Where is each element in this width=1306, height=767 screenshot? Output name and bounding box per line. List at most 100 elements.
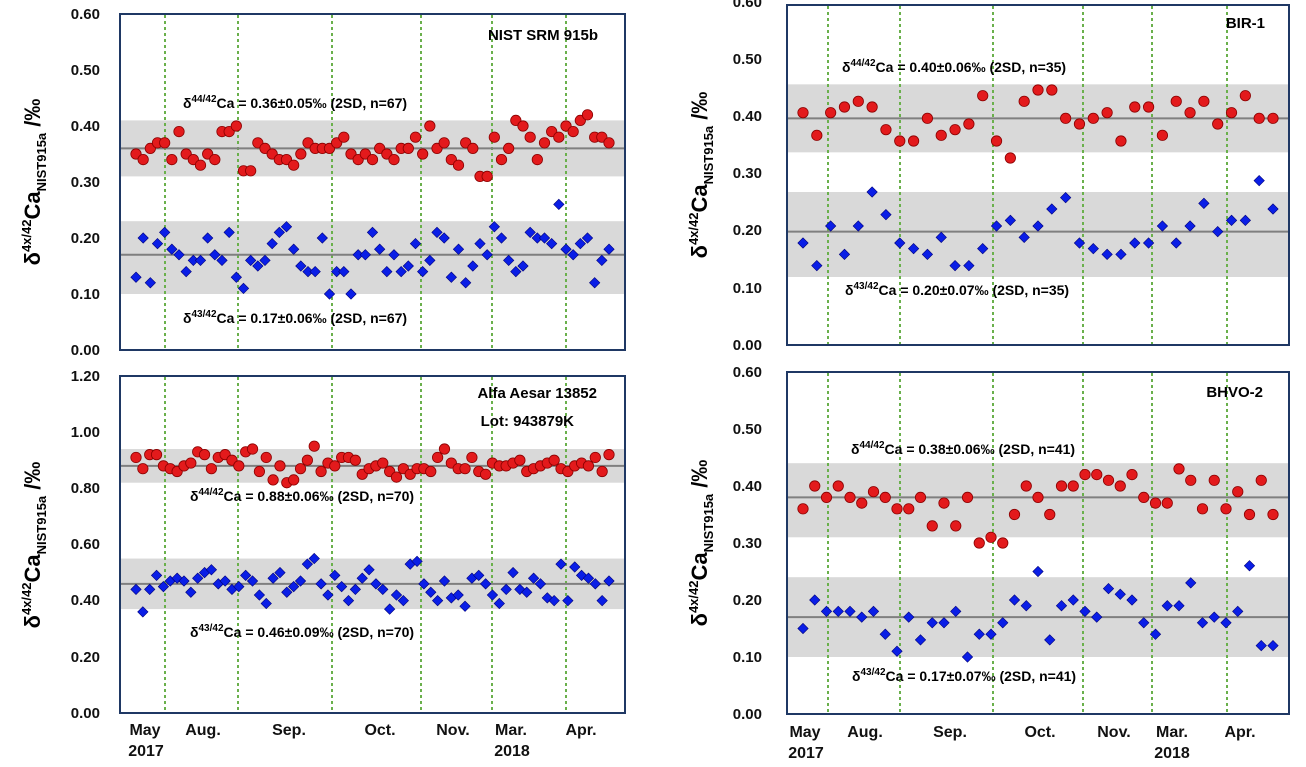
data-point-delta44 (809, 480, 821, 492)
y-tick-labels: 1.20 1.00 0.80 0.60 0.40 0.20 0.00 (71, 368, 100, 722)
data-point-delta44 (1184, 107, 1196, 119)
data-point-delta43 (856, 611, 868, 623)
data-point-delta43 (894, 237, 906, 249)
ylab-sup: 4x/42 (686, 581, 701, 614)
data-point-delta43 (1067, 594, 1079, 606)
ylab-ca: Ca (20, 191, 45, 220)
data-point-delta44 (503, 142, 515, 154)
y-axis-title: δ4x/42CaNIST915a /‰ (19, 462, 49, 629)
ann44-sup: 44/42 (851, 58, 876, 69)
data-point-delta43 (1267, 203, 1279, 215)
data-point-delta44 (409, 131, 422, 143)
data-point-delta44 (963, 118, 975, 130)
data-point-delta44 (267, 474, 279, 486)
data-point-delta44 (338, 131, 350, 143)
data-point-delta43 (581, 232, 594, 244)
ann44-pre: δ (190, 488, 199, 504)
data-point-delta44 (1142, 101, 1155, 113)
annotation-delta44: δ44/42Ca = 0.88±0.06‰ (2SD, n=70) (190, 487, 414, 504)
data-point-delta44 (603, 137, 615, 149)
data-point-delta43 (1060, 192, 1072, 204)
data-point-delta44 (424, 120, 436, 132)
x-tick-label: Sep. (933, 724, 967, 741)
plot-area (786, 371, 1290, 715)
ann43-pre: δ (190, 624, 199, 640)
data-point-delta43 (425, 586, 437, 598)
data-point-delta43 (467, 260, 479, 272)
data-point-delta43 (546, 237, 558, 250)
ylab-sub: NIST915a (701, 493, 716, 552)
data-point-delta43 (473, 569, 485, 582)
data-point-delta43 (553, 198, 565, 211)
data-point-delta44 (185, 457, 197, 469)
data-point-delta43 (507, 566, 519, 579)
data-point-delta43 (973, 628, 985, 640)
data-point-delta44 (1232, 486, 1244, 498)
ann44-pre: δ (851, 441, 860, 457)
data-point-delta44 (1267, 508, 1279, 521)
data-point-delta43 (144, 277, 156, 289)
data-point-delta43 (963, 260, 975, 272)
data-point-delta44 (1079, 468, 1091, 481)
ylab-ca: Ca (687, 552, 712, 581)
data-point-delta44 (820, 491, 833, 503)
data-point-delta44 (159, 137, 171, 149)
data-point-delta44 (1198, 95, 1210, 107)
x-tick-label: Aug. (847, 724, 883, 741)
data-point-delta43 (603, 575, 615, 587)
data-point-delta44 (495, 154, 508, 166)
data-point-delta43 (1239, 214, 1251, 226)
ann43-post: Ca = 0.17±0.07‰ (2SD, n=41) (886, 668, 1077, 684)
data-point-delta44 (1138, 491, 1150, 503)
data-point-delta44 (1173, 463, 1185, 475)
data-point-delta43 (381, 265, 393, 278)
data-point-delta44 (603, 449, 615, 461)
data-point-delta44 (1225, 107, 1238, 119)
data-point-delta44 (1004, 152, 1016, 164)
data-point-delta43 (237, 282, 250, 295)
data-point-delta43 (166, 243, 178, 255)
data-point-delta43 (538, 232, 551, 244)
data-point-delta44 (349, 454, 361, 466)
data-point-delta44 (524, 131, 536, 143)
ylab-ca: Ca (687, 184, 712, 213)
ann44-post: Ca = 0.40±0.06‰ (2SD, n=35) (876, 59, 1067, 75)
data-point-delta43 (914, 634, 927, 646)
data-point-delta43 (1032, 565, 1044, 578)
data-point-delta43 (309, 265, 321, 278)
data-point-delta44 (417, 148, 429, 160)
data-point-delta43 (524, 226, 536, 239)
data-point-delta43 (338, 265, 350, 278)
data-point-delta43 (926, 617, 938, 629)
data-point-delta43 (1032, 220, 1044, 232)
ann43-post: Ca = 0.20±0.07‰ (2SD, n=35) (879, 282, 1070, 298)
ann43-sup: 43/42 (199, 623, 224, 634)
data-point-delta43 (1253, 175, 1265, 187)
data-point-delta43 (150, 569, 163, 582)
y-tick-label: 0.80 (71, 480, 100, 497)
data-point-delta44 (1208, 474, 1220, 486)
data-point-delta43 (1018, 231, 1030, 243)
chart-title: BIR-1 (1226, 15, 1265, 32)
data-point-delta44 (517, 120, 529, 132)
data-point-delta43 (961, 651, 974, 663)
data-point-delta44 (825, 107, 837, 119)
data-point-delta44 (961, 491, 974, 503)
data-point-delta44 (935, 129, 947, 141)
data-point-delta43 (253, 589, 266, 601)
data-point-delta44 (1032, 84, 1044, 96)
data-point-delta44 (1101, 107, 1113, 119)
data-point-delta43 (397, 595, 409, 607)
x-tick-label: Nov. (1097, 724, 1130, 741)
data-point-delta43 (366, 226, 379, 239)
data-point-delta43 (281, 586, 293, 598)
data-point-delta43 (374, 243, 386, 255)
y-tick-label: 0.40 (71, 118, 100, 135)
x-year-label: 2018 (1154, 745, 1190, 762)
data-point-delta44 (797, 503, 809, 515)
data-point-delta44 (1091, 468, 1103, 481)
chart-title: NIST SRM 915b (488, 27, 598, 44)
data-point-delta44 (1170, 95, 1182, 107)
x-year-label: 2018 (494, 743, 530, 760)
data-point-delta43 (280, 221, 293, 233)
